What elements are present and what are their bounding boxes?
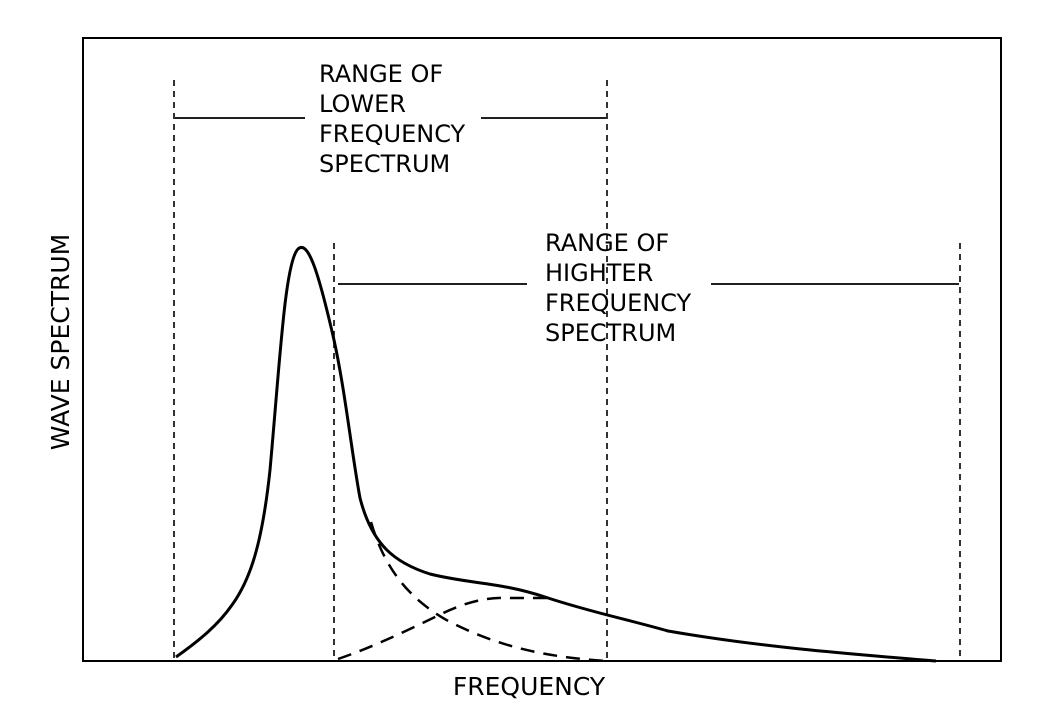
low-frequency-component-curve <box>369 521 608 663</box>
higher-range-label: RANGE OF HIGHTER FREQUENCY SPECTRUM <box>545 229 699 347</box>
high-frequency-component-curve <box>337 596 552 661</box>
higher-range-label-line: SPECTRUM <box>545 319 676 347</box>
range-indicators <box>175 117 959 285</box>
lower-range-label-line: SPECTRUM <box>319 150 450 178</box>
higher-range-label-line: FREQUENCY <box>545 289 692 317</box>
lower-range-label: RANGE OF LOWER FREQUENCY SPECTRUM <box>319 60 473 178</box>
plot-frame <box>82 37 1002 662</box>
higher-range-label-line: HIGHTER <box>545 259 653 287</box>
lower-range-label-line: RANGE OF <box>319 60 443 88</box>
lower-range-label-line: LOWER <box>319 90 406 118</box>
lower-range-label-line: FREQUENCY <box>319 120 466 148</box>
higher-range-label-line: RANGE OF <box>545 229 669 257</box>
y-axis-label: WAVE SPECTRUM <box>46 234 75 450</box>
range-boundaries <box>173 80 961 661</box>
total-spectrum-curve <box>175 246 937 663</box>
x-axis-label: FREQUENCY <box>453 672 606 701</box>
